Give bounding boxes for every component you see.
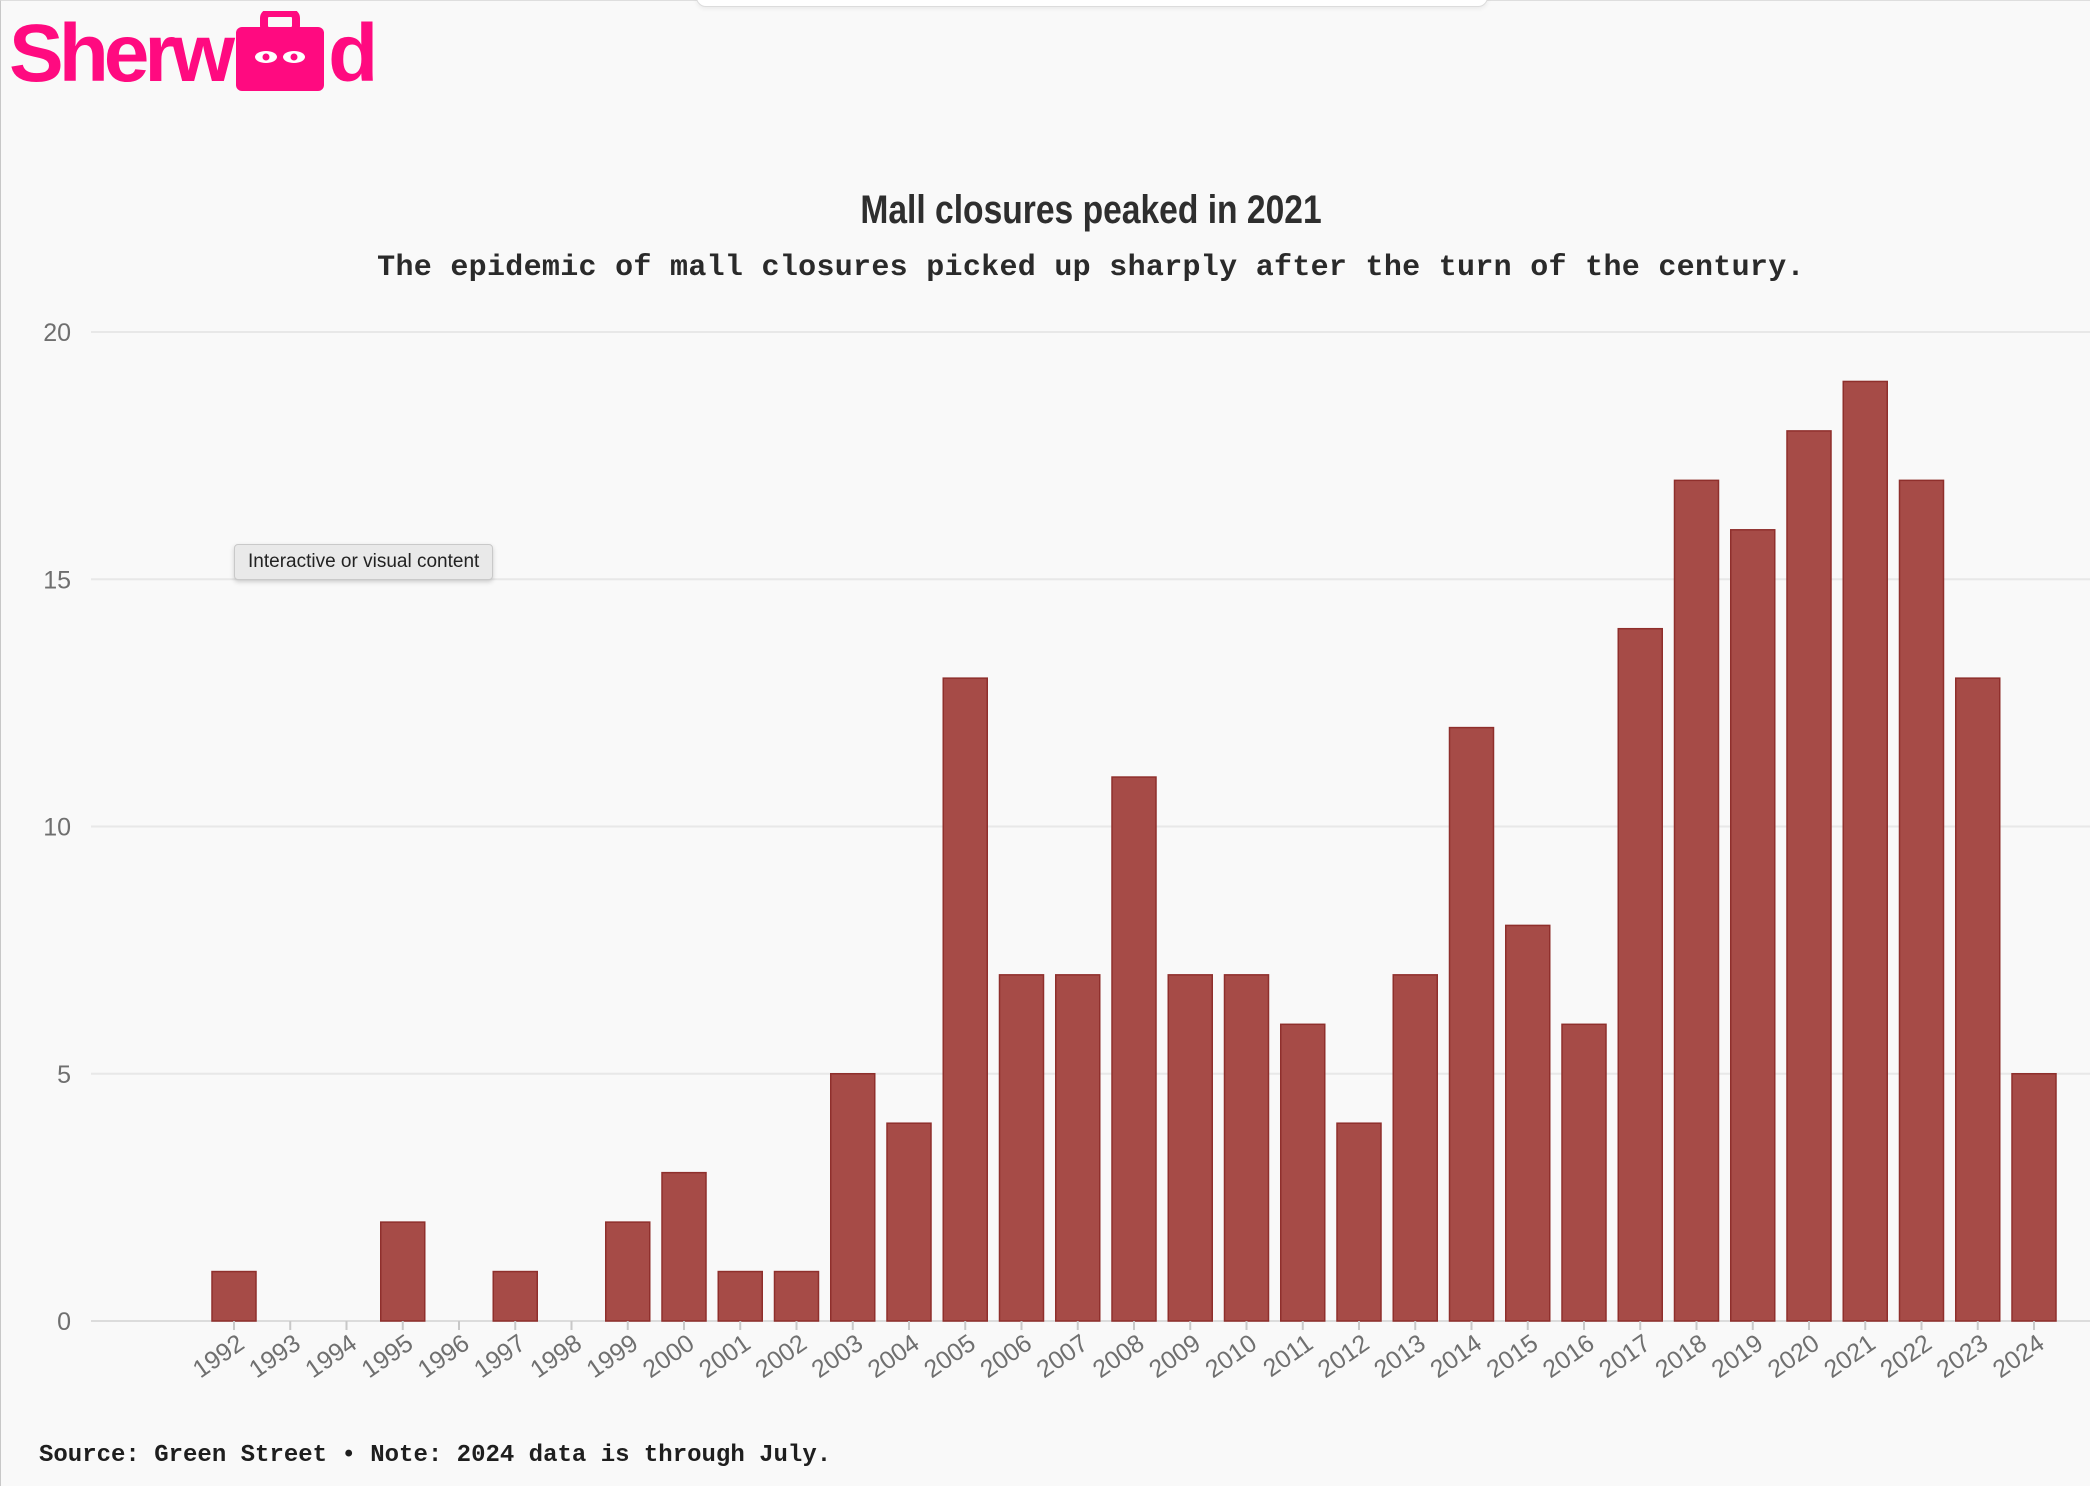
bar-2001[interactable] xyxy=(717,1270,763,1322)
source-note: Source: Green Street • Note: 2024 data i… xyxy=(39,1442,832,1469)
x-tick-label-2016: 2016 xyxy=(1538,1329,1600,1384)
x-tick-label-2018: 2018 xyxy=(1650,1329,1712,1384)
x-tick-label-2012: 2012 xyxy=(1313,1329,1375,1384)
chart-subtitle: The epidemic of mall closures picked up … xyxy=(377,251,1805,285)
x-tick-label-1993: 1993 xyxy=(244,1329,306,1384)
logo-text-right: d xyxy=(328,8,378,99)
y-tick-label-20: 20 xyxy=(43,319,71,347)
x-tick-label-1992: 1992 xyxy=(188,1329,250,1384)
x-tick-label-1996: 1996 xyxy=(413,1329,475,1384)
bar-1992[interactable] xyxy=(211,1270,257,1322)
bar-2006[interactable] xyxy=(998,974,1045,1322)
bar-1997[interactable] xyxy=(492,1270,538,1322)
bar-2017[interactable] xyxy=(1617,627,1663,1322)
x-tick-label-2008: 2008 xyxy=(1088,1329,1150,1384)
x-tick-label-2020: 2020 xyxy=(1763,1329,1825,1384)
x-tick-label-2019: 2019 xyxy=(1707,1329,1769,1384)
y-tick-label-15: 15 xyxy=(43,566,71,594)
x-tick-label-2002: 2002 xyxy=(750,1329,812,1384)
bar-2004[interactable] xyxy=(886,1122,932,1322)
x-tick-label-2011: 2011 xyxy=(1258,1329,1318,1383)
bar-2022[interactable] xyxy=(1898,479,1945,1322)
x-tick-label-2006: 2006 xyxy=(975,1329,1037,1384)
bar-2013[interactable] xyxy=(1392,974,1438,1322)
x-tick-label-2017: 2017 xyxy=(1594,1329,1656,1384)
logo-text-left: Sherw xyxy=(9,8,235,99)
bar-2021[interactable] xyxy=(1842,380,1888,1322)
y-tick-label-10: 10 xyxy=(43,814,71,842)
x-tick-label-2009: 2009 xyxy=(1144,1329,1206,1384)
bar-2019[interactable] xyxy=(1730,529,1776,1322)
x-tick-label-2007: 2007 xyxy=(1032,1329,1094,1384)
x-tick-label-2001: 2001 xyxy=(694,1329,756,1384)
bar-2000[interactable] xyxy=(661,1171,707,1322)
chart-title: Mall closures peaked in 2021 xyxy=(860,188,1322,232)
x-tick-label-2021: 2021 xyxy=(1819,1329,1881,1384)
bar-2023[interactable] xyxy=(1955,677,2001,1322)
bar-2008[interactable] xyxy=(1111,776,1157,1322)
x-tick-label-2000: 2000 xyxy=(638,1329,700,1384)
x-tick-label-2014: 2014 xyxy=(1425,1329,1487,1384)
x-tick-label-1998: 1998 xyxy=(525,1329,587,1384)
x-tick-label-2013: 2013 xyxy=(1369,1329,1431,1384)
sherwood-logo[interactable]: Sherw d xyxy=(9,8,378,99)
x-tick-label-2024: 2024 xyxy=(1988,1329,2050,1384)
x-tick-label-2023: 2023 xyxy=(1932,1329,1994,1384)
bar-2002[interactable] xyxy=(773,1270,820,1322)
bars xyxy=(211,380,2057,1322)
y-tick-label-0: 0 xyxy=(57,1308,71,1336)
bar-2003[interactable] xyxy=(830,1073,876,1322)
x-tick-label-2010: 2010 xyxy=(1200,1329,1262,1384)
x-tick-label-1995: 1995 xyxy=(357,1329,419,1384)
bar-2014[interactable] xyxy=(1448,726,1495,1322)
x-tick-label-2003: 2003 xyxy=(807,1329,869,1384)
bar-1995[interactable] xyxy=(380,1221,426,1322)
x-tick-label-2005: 2005 xyxy=(919,1329,981,1384)
x-tick-label-2004: 2004 xyxy=(863,1329,925,1384)
x-tick-label-1999: 1999 xyxy=(582,1329,644,1384)
bar-2009[interactable] xyxy=(1167,974,1213,1322)
briefcase-icon xyxy=(234,8,326,98)
bar-1999[interactable] xyxy=(605,1221,651,1322)
y-tick-label-5: 5 xyxy=(57,1061,71,1089)
x-tick-label-2022: 2022 xyxy=(1875,1329,1937,1384)
bar-2012[interactable] xyxy=(1336,1122,1382,1322)
x-tick-label-1997: 1997 xyxy=(469,1329,531,1384)
bar-2016[interactable] xyxy=(1561,1023,1607,1322)
bar-2007[interactable] xyxy=(1055,974,1101,1322)
bar-2024[interactable] xyxy=(2011,1073,2057,1322)
bar-2015[interactable] xyxy=(1505,924,1551,1322)
tooltip: Interactive or visual content xyxy=(234,544,494,580)
bar-2018[interactable] xyxy=(1673,479,1720,1322)
x-tick-label-2015: 2015 xyxy=(1482,1329,1544,1384)
bar-2010[interactable] xyxy=(1223,974,1270,1322)
bar-2020[interactable] xyxy=(1786,430,1832,1322)
bar-2005[interactable] xyxy=(942,677,988,1322)
x-tick-label-1994: 1994 xyxy=(300,1329,362,1384)
bar-2011[interactable] xyxy=(1280,1023,1326,1322)
